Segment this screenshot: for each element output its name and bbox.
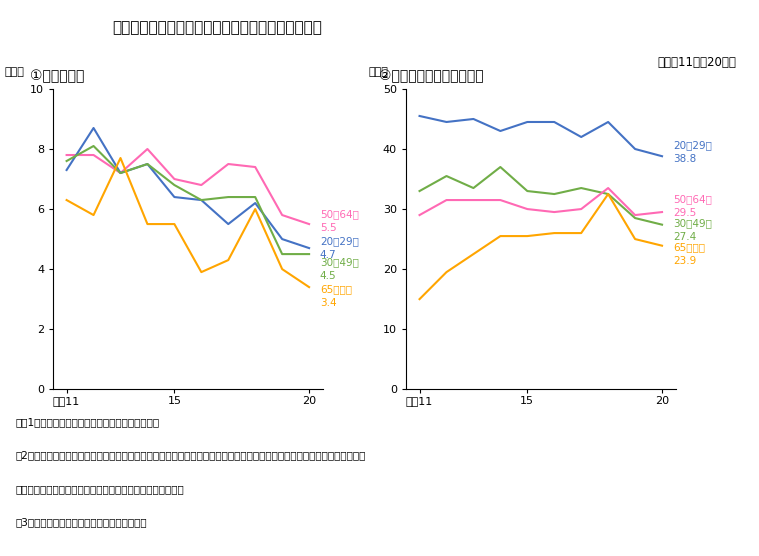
Text: （％）: （％）	[368, 67, 388, 77]
Text: 2　「取消再処分率」は，保護観察終了人員に占める刑事処分等を受け，又は仓釈放等を取り消された者の人員（両方に該: 2 「取消再処分率」は，保護観察終了人員に占める刑事処分等を受け，又は仓釈放等を…	[15, 450, 366, 460]
Text: 50～64歳
5.5: 50～64歳 5.5	[320, 210, 359, 232]
Text: 65歳以上
3.4: 65歳以上 3.4	[320, 285, 352, 307]
Text: 3　年齢は，保護観察終了時のものである。: 3 年齢は，保護観察終了時のものである。	[15, 517, 146, 527]
Text: 当する場合は１人として計上される。）の比率をいう。: 当する場合は１人として計上される。）の比率をいう。	[15, 484, 184, 494]
Text: ②　保護観察付執行猿予者: ② 保護観察付執行猿予者	[380, 70, 484, 83]
Text: 50～64歳
29.5: 50～64歳 29.5	[672, 195, 712, 217]
Text: （平成11年～20年）: （平成11年～20年）	[657, 56, 736, 69]
Text: 20～29歳
38.8: 20～29歳 38.8	[672, 141, 712, 163]
Text: 30～49歳
27.4: 30～49歳 27.4	[672, 219, 712, 242]
Text: 注　1　法務省大臣官房司法法制部の資料による。: 注 1 法務省大臣官房司法法制部の資料による。	[15, 417, 159, 427]
Text: （％）: （％）	[5, 67, 24, 77]
Text: 7-2-4-6図: 7-2-4-6図	[20, 21, 78, 34]
Text: 65歳以上
23.9: 65歳以上 23.9	[672, 242, 705, 266]
Text: 20～29歳
4.7: 20～29歳 4.7	[320, 236, 359, 260]
Text: ①　仓釈放者: ① 仓釈放者	[30, 70, 85, 83]
Text: 保護観察終了者の取消再処分率の推移（年齢層別）: 保護観察終了者の取消再処分率の推移（年齢層別）	[112, 20, 322, 35]
Text: 30～49歳
4.5: 30～49歳 4.5	[320, 257, 359, 281]
